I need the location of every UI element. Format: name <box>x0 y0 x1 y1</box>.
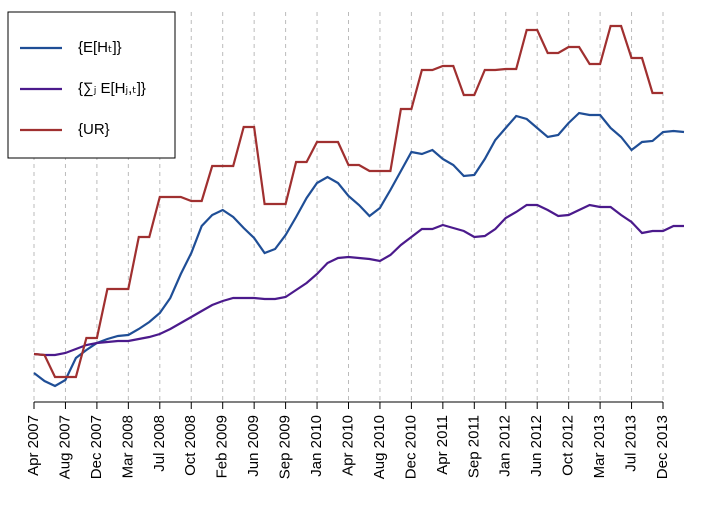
x-tick-label: Aug 2010 <box>371 415 388 479</box>
legend-label: {UR} <box>78 121 110 138</box>
legend-label: {∑ⱼ E[Hⱼ,ₜ]} <box>78 80 146 97</box>
x-tick-label: Jun 2012 <box>528 415 545 477</box>
x-tick-label: Feb 2009 <box>214 415 231 478</box>
x-tick-label: Mar 2013 <box>591 415 608 478</box>
x-axis: Apr 2007 Aug 2007 Dec 2007 Mar 2008 Jul 2008… <box>25 401 671 479</box>
x-tick-label: Apr 2007 <box>25 415 42 476</box>
x-tick-label: Jul 2013 <box>623 415 640 472</box>
x-tick-label: Sep 2009 <box>277 415 294 479</box>
x-tick-label: Jul 2008 <box>151 415 168 472</box>
series-line <box>33 111 685 388</box>
x-tick-label: Sep 2011 <box>465 415 482 478</box>
x-tick-label: Dec 2007 <box>88 415 105 479</box>
x-tick-label: Apr 2010 <box>339 415 356 476</box>
series-line <box>33 203 684 357</box>
x-tick-label: Jun 2009 <box>245 415 262 477</box>
series-line <box>33 24 663 379</box>
legend-label: {E[Hₜ]} <box>78 39 122 56</box>
x-tick-label: Jan 2010 <box>308 415 325 477</box>
x-tick-label: Oct 2012 <box>560 415 577 476</box>
x-tick-label: Apr 2011 <box>434 415 451 475</box>
x-tick-label: Jan 2012 <box>497 415 514 477</box>
x-tick-label: Dec 2010 <box>402 415 419 479</box>
plot-lines <box>33 24 685 388</box>
legend-box <box>7 11 176 159</box>
x-tick-label: Dec 2013 <box>654 415 671 479</box>
x-tick-label: Aug 2007 <box>56 415 73 479</box>
legend: {E[Hₜ]} {∑ⱼ E[Hⱼ,ₜ]} {UR} <box>7 11 176 159</box>
x-tick-label: Oct 2008 <box>182 415 199 476</box>
x-tick-label: Mar 2008 <box>119 415 136 478</box>
